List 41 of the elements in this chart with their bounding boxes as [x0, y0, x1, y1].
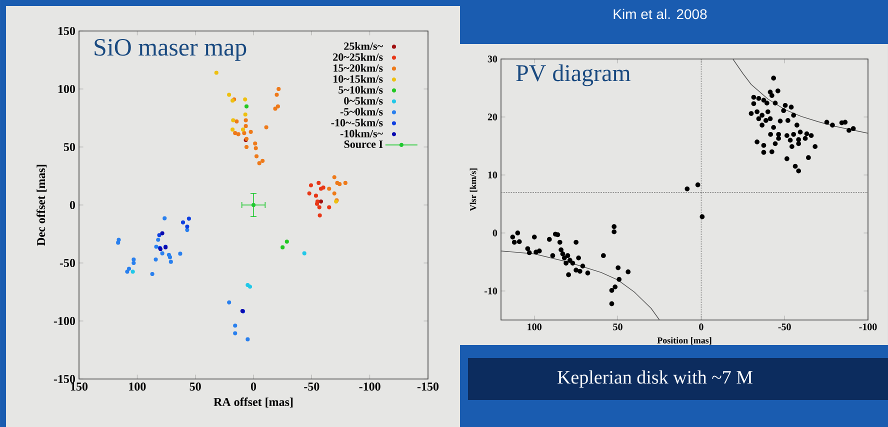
text: Keplerian disk with ~7 M	[558, 370, 752, 388]
chart-title: PV diagram	[516, 64, 630, 86]
legend-label: 0~5km/s	[344, 96, 383, 105]
y-tick-label: 10	[488, 172, 498, 178]
x-axis-title: RA offset [mas]	[214, 397, 293, 408]
legend-label: 20~25km/s	[333, 53, 383, 61]
legend-label: 25km/s~	[344, 42, 383, 50]
y-tick-label: 30	[488, 56, 498, 62]
y-tick-label: 0	[492, 230, 498, 236]
x-tick-label: -150	[417, 382, 439, 391]
legend-label: 5~10km/s	[338, 86, 383, 94]
x-tick-label: 0	[699, 324, 704, 330]
x-tick-label: -50	[304, 382, 320, 391]
legend-label: Source I	[344, 140, 383, 148]
y-tick-label: 150	[58, 26, 76, 36]
x-tick-label: 100	[129, 382, 146, 391]
chart-title: SiO maser map	[94, 38, 246, 61]
legend-label: -5~0km/s	[340, 108, 383, 116]
y-tick-label: -50	[60, 258, 76, 268]
y-axis-title: Vlsr [km/s]	[470, 168, 478, 212]
y-axis-title: Dec offset [mas]	[36, 164, 47, 246]
y-tick-label: -150	[54, 374, 76, 384]
x-tick-label: 50	[190, 382, 201, 391]
legend-label: 15~20km/s	[334, 64, 383, 72]
x-tick-label: 50	[613, 324, 622, 330]
y-tick-label: -10	[484, 288, 498, 294]
y-tick-label: 0	[70, 200, 76, 210]
x-tick-label: -50	[778, 324, 791, 330]
x-tick-label: 0	[250, 382, 256, 391]
x-tick-label: 100	[528, 324, 542, 330]
x-tick-label: -100	[859, 324, 877, 330]
x-tick-label: 150	[70, 382, 88, 391]
legend-label: -10~-5km/s	[331, 118, 383, 126]
legend-label: 10~15km/s	[334, 74, 383, 83]
x-axis-title: Position [mas]	[657, 337, 712, 345]
y-tick-label: 20	[488, 114, 498, 120]
legend-label: -10km/s~	[340, 130, 383, 138]
text: Kim et al. 2008	[614, 8, 707, 20]
x-tick-label: -100	[359, 382, 380, 391]
y-tick-label: 50	[64, 142, 76, 152]
y-tick-label: 100	[58, 84, 76, 94]
